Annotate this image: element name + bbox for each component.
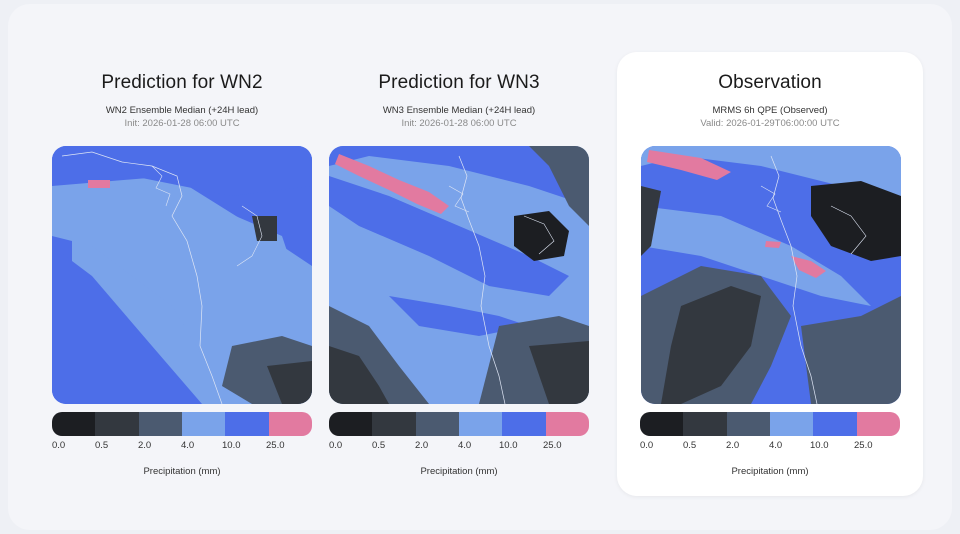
dry-area-west <box>641 186 661 256</box>
colorbar-label: Precipitation (mm) <box>731 466 809 477</box>
colorbar-bin-0 <box>329 412 373 436</box>
panel-valid-time: Valid: 2026-01-29T06:00:00 UTC <box>700 118 840 129</box>
very-low-precip-south <box>529 341 589 404</box>
colorbar-bin-5 <box>545 412 589 436</box>
tick-label: 4.0 <box>181 440 195 451</box>
colorbar-ticks: 0.0 0.5 2.0 4.0 10.0 25.0 <box>329 440 589 454</box>
inland-water-outline <box>830 205 867 255</box>
map-wn2-svg <box>52 146 312 404</box>
low-precip-northeast <box>529 146 589 226</box>
panel-subtitle: WN2 Ensemble Median (+24H lead) <box>105 105 259 116</box>
very-low-precip-southwest <box>661 286 761 404</box>
precipitation-map-observation <box>641 146 901 404</box>
coastline <box>458 155 506 404</box>
colorbar-bin-1 <box>683 412 727 436</box>
colorbar-bin-3 <box>458 412 503 436</box>
colorbar-bin-4 <box>225 412 269 436</box>
moderate-precip-north <box>52 146 312 196</box>
colorbar-bin-0 <box>52 412 96 436</box>
panel-title: Prediction for WN3 <box>378 72 540 93</box>
tick-label: 25.0 <box>854 440 873 451</box>
colorbar <box>329 412 589 436</box>
colorbar-bin-2 <box>138 412 182 436</box>
colorbar-bin-0 <box>640 412 684 436</box>
colorbar-bin-3 <box>181 412 226 436</box>
light-precip-band <box>641 206 871 306</box>
colorbar-bin-2 <box>726 412 770 436</box>
colorbar-bin-5 <box>856 412 900 436</box>
map-observation-svg <box>641 146 901 404</box>
tick-label: 4.0 <box>458 440 472 451</box>
coastline-detail <box>151 165 171 207</box>
precipitation-map-wn2 <box>52 146 312 404</box>
panel-subtitle: WN3 Ensemble Median (+24H lead) <box>382 105 536 116</box>
tick-label: 10.0 <box>499 440 518 451</box>
colorbar-bin-4 <box>502 412 546 436</box>
inland-water-outline <box>236 205 263 267</box>
moderate-precip-west <box>52 246 202 404</box>
panel-init-time: Init: 2026-01-28 06:00 UTC <box>401 118 517 129</box>
colorbar-bin-1 <box>372 412 416 436</box>
coastline-detail <box>760 185 782 213</box>
colorbar-bin-4 <box>813 412 857 436</box>
tick-label: 10.0 <box>222 440 241 451</box>
tick-label: 0.0 <box>329 440 343 451</box>
colorbar-ticks: 0.0 0.5 2.0 4.0 10.0 25.0 <box>52 440 312 454</box>
tick-label: 2.0 <box>138 440 152 451</box>
colorbar <box>52 412 312 436</box>
colorbar-label: Precipitation (mm) <box>420 466 498 477</box>
low-precip-south <box>801 296 901 404</box>
panel-subtitle: MRMS 6h QPE (Observed) <box>712 105 828 116</box>
heavy-precip-cell-small <box>765 241 781 248</box>
tick-label: 10.0 <box>810 440 829 451</box>
tick-label: 0.0 <box>640 440 654 451</box>
moderate-precip-mid <box>389 296 529 336</box>
tick-label: 0.5 <box>683 440 697 451</box>
colorbar-bin-5 <box>268 412 312 436</box>
very-low-precip-southwest <box>329 346 389 404</box>
inland-water-outline <box>523 215 555 255</box>
heavy-precip-band-north <box>647 150 731 180</box>
moderate-precip-band <box>329 176 569 296</box>
panel-title: Observation <box>718 72 822 93</box>
tick-label: 4.0 <box>769 440 783 451</box>
precipitation-map-wn3 <box>329 146 589 404</box>
tick-label: 2.0 <box>726 440 740 451</box>
panel-observation: Observation MRMS 6h QPE (Observed) Valid… <box>617 52 923 496</box>
comparison-canvas: Prediction for WN2 WN2 Ensemble Median (… <box>8 4 952 530</box>
heavy-precip-band <box>335 154 449 214</box>
panel-wn2: Prediction for WN2 WN2 Ensemble Median (… <box>29 52 335 496</box>
heavy-precip-cell <box>88 180 110 188</box>
colorbar-bin-3 <box>769 412 814 436</box>
tick-label: 25.0 <box>543 440 562 451</box>
very-low-precip-south <box>267 361 312 404</box>
light-precip-north <box>641 146 901 206</box>
coastline <box>61 151 223 404</box>
tick-label: 0.0 <box>52 440 66 451</box>
tick-label: 0.5 <box>95 440 109 451</box>
tick-label: 2.0 <box>415 440 429 451</box>
heavy-precip-cell-mid <box>791 256 826 278</box>
colorbar-bin-2 <box>415 412 459 436</box>
coastline <box>770 155 818 404</box>
tick-label: 0.5 <box>372 440 386 451</box>
moderate-precip-north <box>329 146 589 206</box>
map-wn3-svg <box>329 146 589 404</box>
colorbar <box>640 412 900 436</box>
dry-area-east <box>514 211 569 261</box>
dry-area-east <box>252 216 277 241</box>
colorbar-ticks: 0.0 0.5 2.0 4.0 10.0 25.0 <box>640 440 900 454</box>
colorbar-bin-1 <box>95 412 139 436</box>
coastline-detail <box>448 185 470 213</box>
colorbar-label: Precipitation (mm) <box>143 466 221 477</box>
tick-label: 25.0 <box>266 440 285 451</box>
panel-wn3: Prediction for WN3 WN3 Ensemble Median (… <box>306 52 612 496</box>
dry-area-east <box>811 181 901 261</box>
panel-init-time: Init: 2026-01-28 06:00 UTC <box>124 118 240 129</box>
panel-title: Prediction for WN2 <box>101 72 263 93</box>
